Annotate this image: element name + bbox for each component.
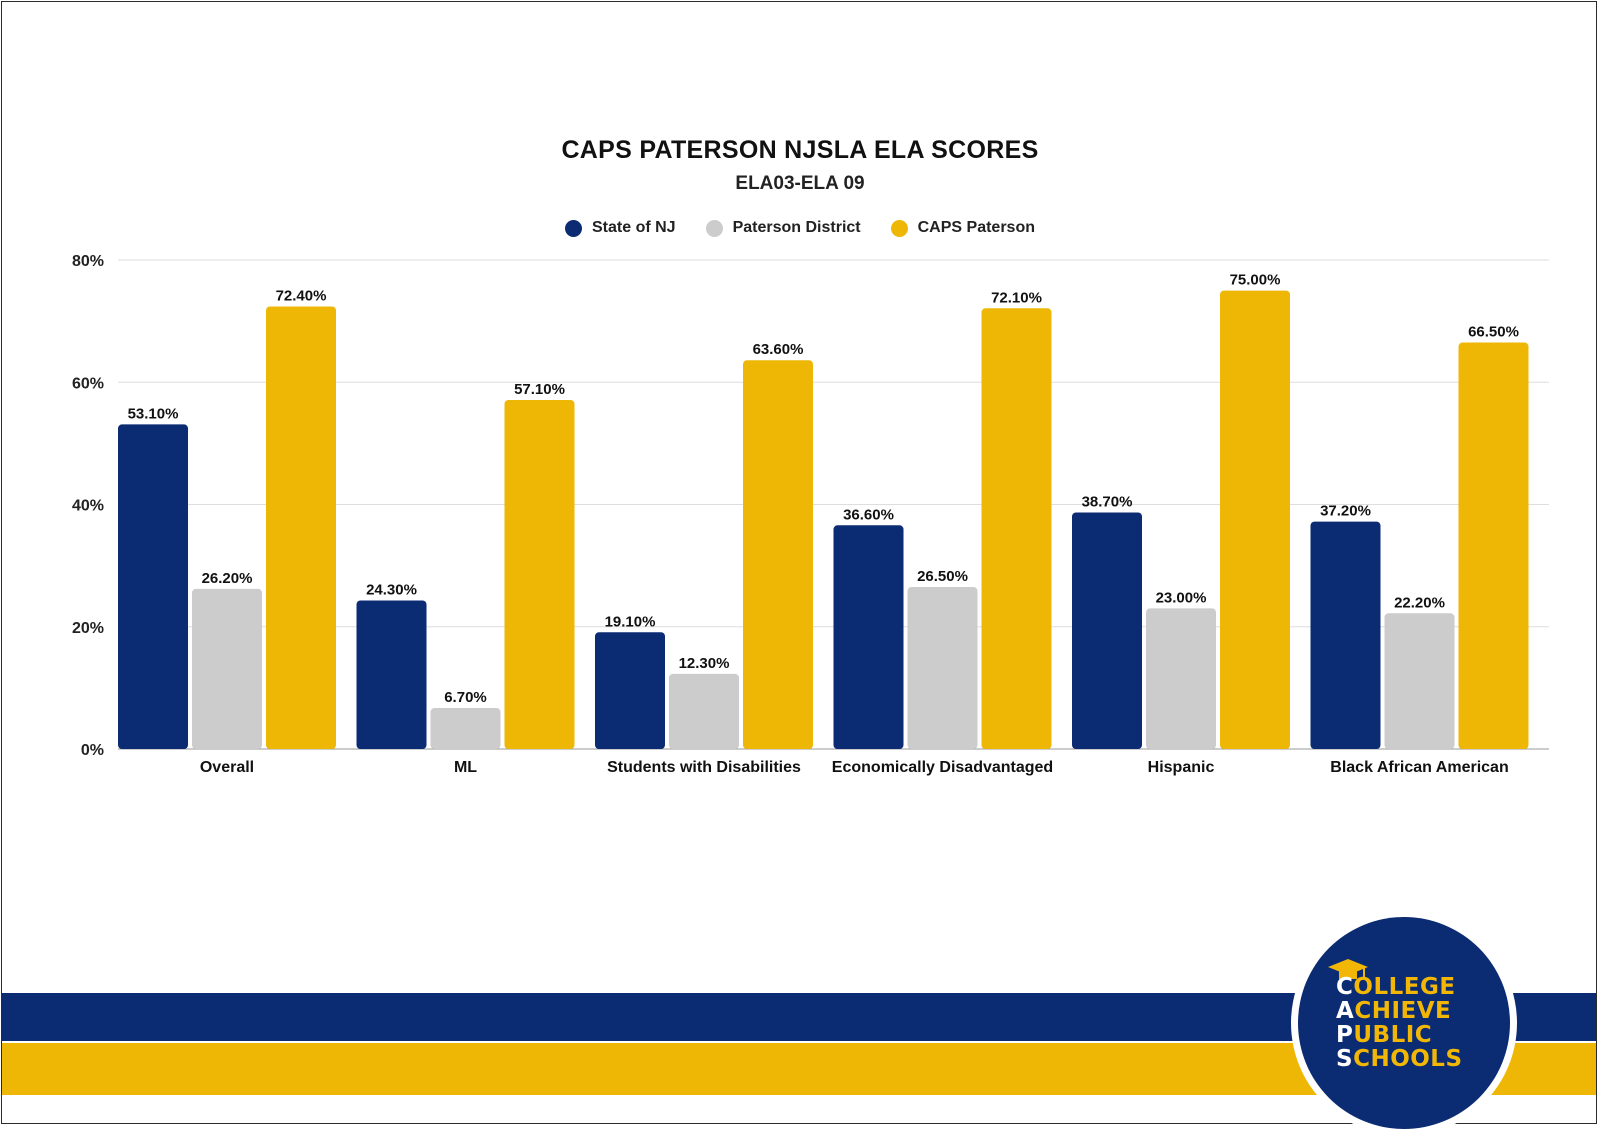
- logo-rest-college: OLLEGE: [1353, 974, 1456, 1000]
- bar-paterson-district-students-with-disabilities: [669, 673, 739, 749]
- logo-line-schools: SCHOOLS: [1336, 1047, 1463, 1071]
- bar-state-of-nj-students-with-disabilities: [595, 632, 665, 749]
- data-label: 36.60%: [843, 506, 894, 523]
- bar-paterson-district-economically-disadvantaged: [907, 587, 978, 749]
- logo-initial-a: A: [1336, 998, 1355, 1024]
- legend-swatch-state-of-nj: [565, 219, 582, 237]
- data-label: 26.50%: [917, 568, 968, 585]
- y-tick-label: 60%: [72, 375, 104, 392]
- data-label: 66.50%: [1468, 324, 1519, 341]
- logo-rest-public: UBLIC: [1353, 1022, 1433, 1048]
- y-tick-label: 20%: [72, 620, 104, 637]
- data-label: 53.10%: [128, 405, 179, 422]
- bar-caps-paterson-black-african-american: [1458, 342, 1529, 749]
- bar-state-of-nj-economically-disadvantaged: [833, 525, 904, 749]
- caps-logo: COLLEGE ACHIEVE PUBLIC SCHOOLS: [1298, 917, 1510, 1129]
- data-label: 38.70%: [1082, 493, 1133, 510]
- legend-item-state-of-nj: State of NJ: [565, 219, 676, 237]
- logo-initial-c: C: [1336, 974, 1354, 1000]
- data-label: 26.20%: [202, 570, 253, 587]
- x-tick-label: Overall: [200, 759, 254, 776]
- y-tick-label: 40%: [72, 498, 104, 515]
- chart-subtitle: ELA03-ELA 09: [735, 173, 865, 194]
- data-label: 19.10%: [605, 613, 656, 630]
- y-tick-label: 0%: [81, 742, 104, 759]
- data-label: 72.10%: [991, 289, 1042, 306]
- legend-swatch-paterson-district: [705, 219, 723, 237]
- logo-text: COLLEGE ACHIEVE PUBLIC SCHOOLS: [1336, 975, 1463, 1071]
- bar-state-of-nj-black-african-american: [1310, 521, 1381, 749]
- logo-line-achieve: ACHIEVE: [1336, 999, 1463, 1023]
- bar-paterson-district-ml: [430, 708, 501, 749]
- bar-caps-paterson-overall: [266, 306, 336, 749]
- x-tick-label: Black African American: [1330, 759, 1508, 776]
- logo-line-college: COLLEGE: [1336, 975, 1463, 999]
- legend-item-paterson-district: Paterson District: [705, 219, 861, 237]
- data-label: 75.00%: [1230, 272, 1281, 289]
- data-label: 37.20%: [1320, 503, 1371, 520]
- data-label: 24.30%: [366, 581, 417, 598]
- data-label: 22.20%: [1394, 594, 1445, 611]
- data-label: 57.10%: [514, 381, 565, 398]
- bar-paterson-district-black-african-american: [1384, 613, 1455, 749]
- bar-paterson-district-overall: [192, 588, 262, 749]
- logo-initial-p: P: [1336, 1022, 1354, 1048]
- legend-label-paterson-district: Paterson District: [732, 219, 861, 236]
- logo-rest-achieve: CHIEVE: [1354, 998, 1452, 1024]
- data-label: 6.70%: [444, 689, 487, 706]
- bar-state-of-nj-hispanic: [1072, 512, 1142, 749]
- bar-caps-paterson-ml: [504, 399, 575, 749]
- data-label: 12.30%: [679, 655, 730, 672]
- logo-line-public: PUBLIC: [1336, 1023, 1463, 1047]
- data-label: 23.00%: [1156, 589, 1207, 606]
- bar-state-of-nj-ml: [356, 600, 427, 749]
- chart-title: CAPS PATERSON NJSLA ELA SCORES: [561, 136, 1039, 164]
- bar-caps-paterson-students-with-disabilities: [743, 360, 813, 749]
- x-tick-label: Hispanic: [1148, 759, 1215, 776]
- bar-paterson-district-hispanic: [1146, 608, 1216, 749]
- x-tick-label: Students with Disabilities: [607, 759, 801, 776]
- legend-label-caps-paterson: CAPS Paterson: [917, 219, 1035, 236]
- chart-legend: State of NJ Paterson District CAPS Pater…: [0, 219, 1600, 237]
- legend-swatch-caps-paterson: [890, 219, 908, 237]
- logo-rest-schools: CHOOLS: [1353, 1046, 1463, 1072]
- legend-label-state-of-nj: State of NJ: [592, 219, 676, 236]
- legend-item-caps-paterson: CAPS Paterson: [890, 219, 1035, 237]
- bar-caps-paterson-hispanic: [1220, 290, 1290, 749]
- graduation-cap-icon: [1328, 959, 1368, 979]
- logo-initial-s: S: [1336, 1046, 1354, 1072]
- x-tick-label: Economically Disadvantaged: [832, 759, 1053, 776]
- x-tick-label: ML: [454, 759, 477, 776]
- bar-chart: 0% 20% 40% 60% 80% 53.10% 26.20% 72.40% Overall 2…: [72, 253, 1549, 776]
- y-tick-label: 80%: [72, 253, 104, 270]
- bar-state-of-nj-overall: [118, 424, 188, 749]
- data-label: 72.40%: [276, 287, 327, 304]
- data-label: 63.60%: [753, 341, 804, 358]
- bar-caps-paterson-economically-disadvantaged: [981, 308, 1052, 749]
